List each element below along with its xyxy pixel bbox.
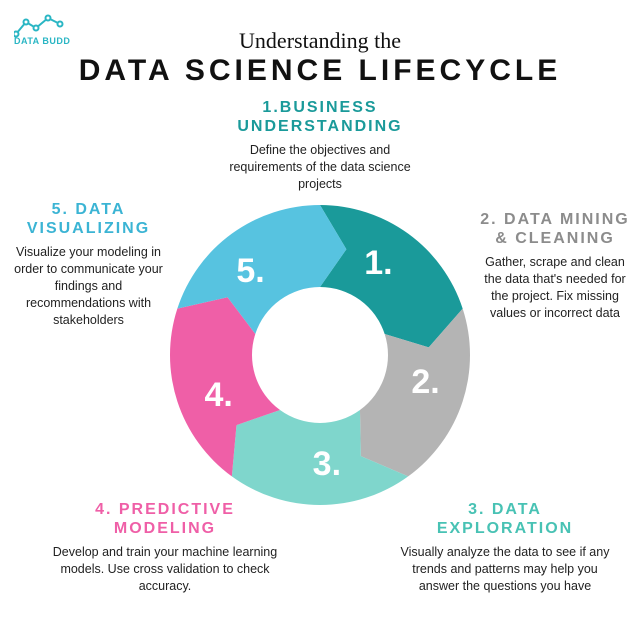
step-predictive-modeling: 4. PREDICTIVE MODELING Develop and train…: [50, 500, 280, 595]
donut-number-4: 4.: [204, 376, 232, 414]
donut-number-5: 5.: [236, 252, 264, 290]
pretitle: Understanding the: [0, 28, 640, 54]
step-body: Visually analyze the data to see if any …: [400, 544, 610, 595]
step-title: 1.BUSINESS UNDERSTANDING: [225, 98, 415, 136]
donut-number-2: 2.: [411, 363, 439, 401]
header: Understanding the DATA SCIENCE LIFECYCLE: [0, 0, 640, 88]
step-data-mining-cleaning: 2. DATA MINING & CLEANING Gather, scrape…: [480, 210, 630, 322]
donut-number-3: 3.: [313, 445, 341, 483]
donut-hole: [253, 288, 387, 422]
step-business-understanding: 1.BUSINESS UNDERSTANDING Define the obje…: [225, 98, 415, 193]
step-body: Develop and train your machine learning …: [50, 544, 280, 595]
lifecycle-donut: 1. 2. 3. 4. 5.: [170, 205, 470, 505]
donut-number-1: 1.: [364, 244, 392, 282]
page-title: DATA SCIENCE LIFECYCLE: [0, 54, 640, 88]
step-data-exploration: 3. DATA EXPLORATION Visually analyze the…: [400, 500, 610, 595]
brand-logo: DATA BUDD: [14, 14, 70, 46]
diagram-stage: 1. 2. 3. 4. 5. 1.BUSINESS UNDERSTANDING Defi…: [0, 100, 640, 640]
step-body: Define the objectives and requirements o…: [225, 142, 415, 193]
step-body: Gather, scrape and clean the data that's…: [480, 254, 630, 322]
step-title: 4. PREDICTIVE MODELING: [50, 500, 280, 538]
step-body: Visualize your modeling in order to comm…: [6, 244, 171, 328]
logo-chart-icon: [14, 14, 68, 38]
step-title: 2. DATA MINING & CLEANING: [480, 210, 630, 248]
step-title: 3. DATA EXPLORATION: [400, 500, 610, 538]
step-title: 5. DATA VISUALIZING: [6, 200, 171, 238]
step-data-visualizing: 5. DATA VISUALIZING Visualize your model…: [6, 200, 171, 329]
brand-name: DATA BUDD: [14, 36, 70, 46]
